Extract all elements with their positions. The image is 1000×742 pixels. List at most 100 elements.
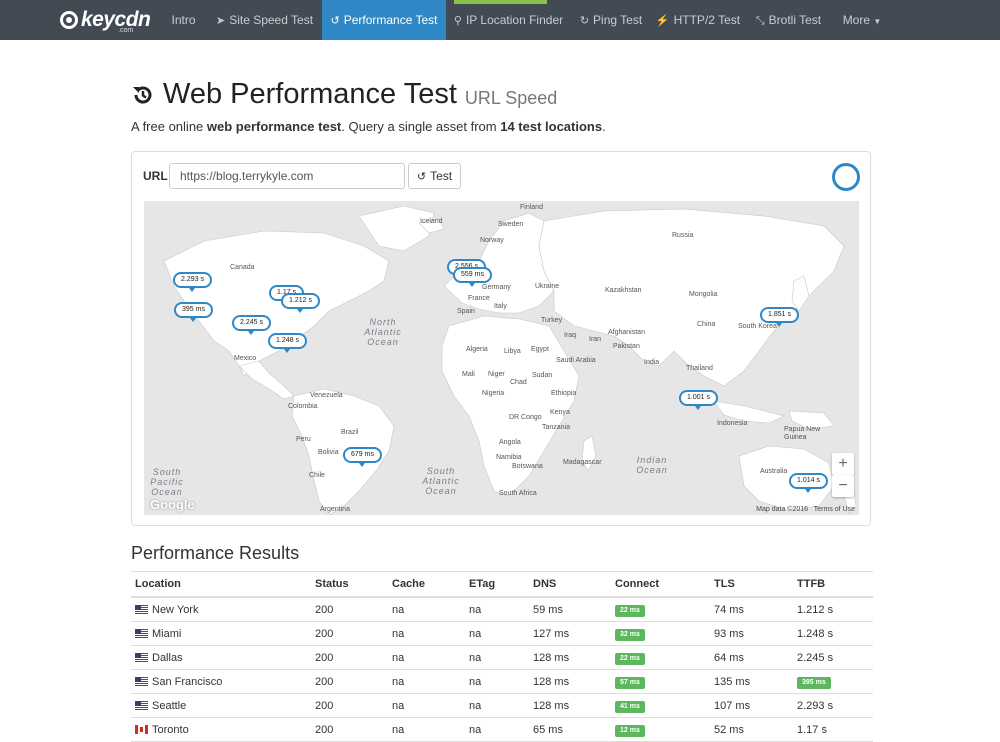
map-marker-miami[interactable]: 1.248 s: [268, 333, 307, 353]
url-input[interactable]: [169, 163, 405, 189]
location-name: Seattle: [152, 699, 187, 712]
land-new-guinea: [788, 410, 835, 430]
table-row: Miami 200 na na 127 ms 32 ms 93 ms 1.248…: [131, 621, 873, 646]
cell-ttfb: 1.212 s: [793, 597, 873, 622]
map-label-sweden: Sweden: [498, 221, 524, 228]
nav-performance-label: Performance Test: [343, 13, 438, 27]
connect-badge: 12 ms: [615, 724, 645, 737]
table-row: San Francisco 200 na na 128 ms 57 ms 135…: [131, 669, 873, 694]
cell-connect: 22 ms: [611, 645, 710, 670]
map-marker-singapore[interactable]: 1.001 s: [679, 390, 718, 410]
connect-badge: 22 ms: [615, 604, 645, 617]
caret-down-icon: ▼: [873, 17, 882, 26]
history-icon: ↺: [416, 170, 427, 183]
test-button[interactable]: ↺ Test: [408, 163, 461, 189]
map-marker-seattle[interactable]: 2.293 s: [173, 272, 212, 292]
land-australia: [738, 445, 835, 512]
map-label-canada: Canada: [230, 264, 255, 271]
ocean-north-atlantic: North Atlantic Ocean: [364, 317, 402, 347]
us-flag-icon: [135, 605, 148, 615]
results-table: Location Status Cache ETag DNS Connect T…: [131, 571, 873, 742]
terms-of-use-link[interactable]: Terms of Use: [813, 506, 855, 513]
location-name: Miami: [152, 627, 182, 640]
cell-status: 200: [311, 597, 388, 622]
cell-tls: 107 ms: [710, 693, 793, 718]
map-label-chile: Chile: [309, 472, 325, 479]
nav-ip-location-finder[interactable]: ⚲ IP Location Finder: [446, 0, 571, 40]
us-flag-icon: [135, 701, 148, 711]
cell-connect: 32 ms: [611, 621, 710, 646]
map-marker-new-york[interactable]: 1.212 s: [281, 293, 320, 313]
nav-brotli-label: Brotli Test: [768, 13, 822, 27]
cell-dns: 127 ms: [529, 621, 611, 646]
map-label-france: France: [468, 295, 490, 302]
cell-cache: na: [388, 597, 465, 622]
cell-dns: 128 ms: [529, 669, 611, 694]
connect-badge: 41 ms: [615, 700, 645, 713]
cell-tls: 135 ms: [710, 669, 793, 694]
land-north-america: [163, 230, 390, 377]
map-marker-tokyo[interactable]: 1.851 s: [760, 307, 799, 327]
map-label-pakistan: Pakistan: [613, 343, 640, 350]
cell-connect: 57 ms: [611, 669, 710, 694]
nav-intro[interactable]: Intro: [160, 0, 207, 40]
map-label-indonesia: Indonesia: [717, 420, 748, 427]
cell-etag: na: [465, 693, 529, 718]
map-label-madagascar: Madagascar: [563, 459, 602, 466]
table-row: Dallas 200 na na 128 ms 22 ms 64 ms 2.24…: [131, 645, 873, 670]
nav-intro-label: Intro: [171, 13, 196, 27]
keycdn-logo[interactable]: keycdn .com: [60, 7, 151, 34]
nav-more-dropdown[interactable]: More ▼: [832, 0, 892, 40]
cell-etag: na: [465, 597, 529, 622]
map-label-iran: Iran: [589, 336, 602, 343]
map-label-iraq: Iraq: [564, 332, 577, 339]
col-cache: Cache: [388, 571, 465, 598]
map-label-norway: Norway: [480, 237, 504, 244]
cell-tls: 64 ms: [710, 645, 793, 670]
cell-tls: 93 ms: [710, 621, 793, 646]
map-marker-sydney[interactable]: 1.014 s: [789, 473, 828, 493]
results-title: Performance Results: [131, 543, 300, 563]
map-label-namibia: Namibia: [496, 454, 522, 461]
logo-text: keycdn: [81, 8, 151, 31]
zoom-in-button[interactable]: +: [832, 453, 854, 475]
map-label-south-africa: South Africa: [499, 490, 537, 497]
map-label-spain: Spain: [457, 308, 475, 315]
cell-etag: na: [465, 621, 529, 646]
land-greenland: [358, 205, 435, 252]
nav-ping-test[interactable]: ↻ Ping Test: [571, 0, 651, 40]
keycdn-logo-icon: [60, 11, 78, 29]
nav-site-speed-test[interactable]: ➤ Site Speed Test: [207, 0, 322, 40]
map-label-ethiopia: Ethiopia: [551, 390, 577, 397]
cell-status: 200: [311, 693, 388, 718]
nav-performance-test[interactable]: ↺ Performance Test: [322, 0, 446, 40]
map-marker-europe-2[interactable]: 559 ms: [453, 267, 492, 287]
map-marker-dallas[interactable]: 2.245 s: [232, 315, 271, 335]
world-map[interactable]: Iceland Finland Sweden Norway Russia Can…: [144, 201, 859, 515]
nav-http2-test[interactable]: ⚡ HTTP/2 Test: [651, 0, 745, 40]
land-asia: [538, 208, 845, 387]
map-label-dr-congo: DR Congo: [509, 414, 542, 421]
map-label-kazakhstan: Kazakhstan: [605, 287, 642, 294]
cell-ttfb: 1.248 s: [793, 621, 873, 646]
map-label-botswana: Botswana: [512, 463, 543, 470]
nav-brotli-test[interactable]: ⤡ Brotli Test: [745, 0, 832, 40]
cell-status: 200: [311, 645, 388, 670]
connect-badge: 22 ms: [615, 652, 645, 665]
url-label: URL: [143, 169, 168, 183]
ocean-south-pacific: South Pacific Ocean: [150, 467, 184, 497]
cell-cache: na: [388, 645, 465, 670]
nav-accent-bar: [454, 0, 547, 4]
canada-flag-icon: [135, 725, 148, 735]
land-madagascar: [581, 435, 597, 472]
ocean-south-atlantic: South Atlantic Ocean: [422, 466, 460, 496]
land-africa: [441, 315, 580, 497]
logo-sub: .com: [118, 27, 134, 34]
map-marker-sao-paulo[interactable]: 679 ms: [343, 447, 382, 467]
zoom-out-button[interactable]: −: [832, 475, 854, 497]
lead-part-c: . Query a single asset from: [341, 119, 501, 134]
table-row: Seattle 200 na na 128 ms 41 ms 107 ms 2.…: [131, 693, 873, 718]
map-marker-san-francisco[interactable]: 395 ms: [174, 302, 213, 322]
location-name: New York: [152, 603, 199, 616]
map-label-china: China: [697, 321, 716, 328]
